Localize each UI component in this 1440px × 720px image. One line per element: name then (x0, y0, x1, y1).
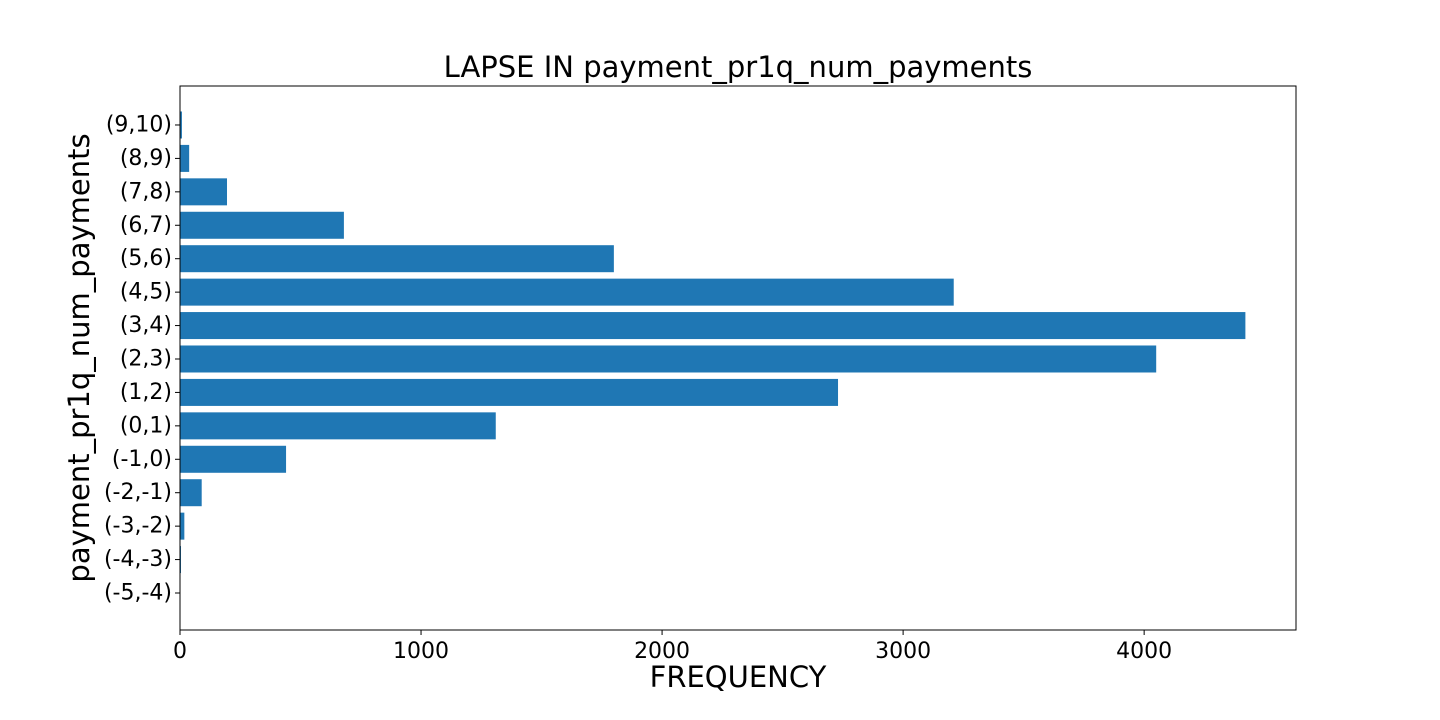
x-tick-label: 4000 (1116, 639, 1172, 664)
y-tick-label: (-3,-2) (104, 514, 172, 539)
x-tick-label: 3000 (875, 639, 931, 664)
y-tick-label: (1,2) (120, 380, 172, 405)
y-tick-label: (9,10) (106, 112, 172, 137)
x-tick-label: 0 (173, 639, 187, 664)
y-tick-label: (-4,-3) (104, 547, 172, 572)
bar (180, 412, 496, 440)
bar (180, 211, 344, 239)
bar (180, 378, 839, 406)
y-tick-label: (-5,-4) (104, 581, 172, 606)
y-tick-label: (6,7) (120, 213, 172, 238)
chart-title: LAPSE IN payment_pr1q_num_payments (443, 50, 1033, 84)
y-tick-label: (8,9) (120, 146, 172, 171)
y-axis: (-5,-4) (-4,-3) (-3,-2) (-2,-1) (-1,0) (0,1) (… (104, 112, 180, 606)
bar (180, 111, 182, 139)
plot-frame (179, 85, 1297, 631)
x-axis: 0 1000 2000 3000 4000 (173, 630, 1172, 664)
y-tick-label: (2,3) (120, 346, 172, 371)
bar (180, 144, 190, 172)
bar (180, 278, 954, 306)
bar (180, 312, 1246, 340)
y-tick-label: (0,1) (120, 413, 172, 438)
bar (180, 345, 1157, 373)
bars (180, 111, 1246, 607)
bar (180, 479, 202, 507)
y-axis-label: payment_pr1q_num_payments (62, 133, 96, 583)
x-axis-label: FREQUENCY (649, 660, 827, 694)
x-tick-label: 2000 (634, 639, 690, 664)
y-tick-label: (-2,-1) (104, 480, 172, 505)
bar (180, 512, 185, 540)
bar (180, 445, 287, 473)
y-tick-label: (5,6) (120, 246, 172, 271)
bar (180, 245, 614, 273)
y-tick-label: (-1,0) (112, 447, 172, 472)
bar (180, 178, 228, 206)
x-tick-label: 1000 (393, 639, 449, 664)
y-tick-label: (3,4) (120, 313, 172, 338)
y-tick-label: (4,5) (120, 280, 172, 305)
y-tick-label: (7,8) (120, 179, 172, 204)
